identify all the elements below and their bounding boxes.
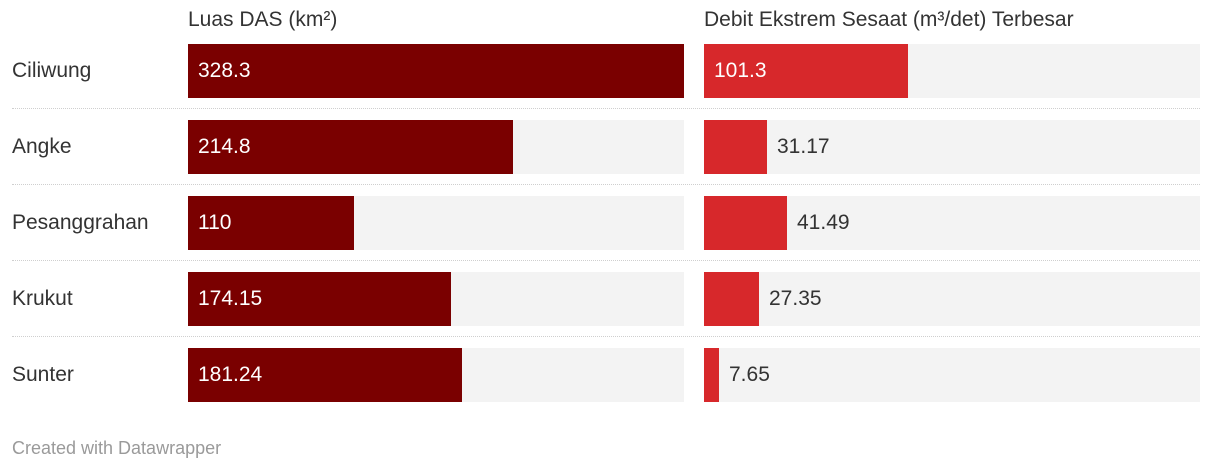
row-separator — [12, 108, 1200, 109]
value-label: 41.49 — [797, 211, 850, 234]
bar-track: 110 — [188, 196, 684, 250]
bar-track: 41.49 — [704, 196, 1200, 250]
column-header-1: Luas DAS (km²) — [188, 8, 338, 31]
bar-track: 7.65 — [704, 348, 1200, 402]
bar-track: 101.3 — [704, 44, 1200, 98]
bar-track: 181.24 — [188, 348, 684, 402]
row-label-ciliwung: Ciliwung — [12, 59, 92, 82]
bar-sunter-series-1 — [188, 348, 462, 402]
bar-angke-series-1 — [188, 120, 513, 174]
value-label: 27.35 — [769, 287, 822, 310]
bar-track: 31.17 — [704, 120, 1200, 174]
bar-track: 328.3 — [188, 44, 684, 98]
row-label-sunter: Sunter — [12, 363, 74, 386]
bar-pesanggrahan-series-1 — [188, 196, 354, 250]
bar-ciliwung-series-1 — [188, 44, 684, 98]
value-label: 328.3 — [198, 59, 251, 82]
bar-track: 174.15 — [188, 272, 684, 326]
bar-angke-series-2 — [704, 120, 767, 174]
row-separator — [12, 184, 1200, 185]
bar-ciliwung-series-2 — [704, 44, 908, 98]
footer-credit: Created with Datawrapper — [12, 438, 222, 458]
value-label: 181.24 — [198, 363, 263, 386]
row-separator — [12, 336, 1200, 337]
value-label: 174.15 — [198, 287, 263, 310]
value-label: 31.17 — [777, 135, 830, 158]
bar-sunter-series-2 — [704, 348, 719, 402]
row-label-angke: Angke — [12, 135, 72, 158]
value-label: 110 — [198, 211, 232, 234]
row-label-krukut: Krukut — [12, 287, 73, 310]
bar-krukut-series-2 — [704, 272, 759, 326]
row-separator — [12, 260, 1200, 261]
column-header-2: Debit Ekstrem Sesaat (m³/det) Terbesar — [704, 8, 1074, 31]
bar-track: 27.35 — [704, 272, 1200, 326]
value-label: 214.8 — [198, 135, 251, 158]
value-label: 7.65 — [729, 363, 770, 386]
value-label: 101.3 — [714, 59, 767, 82]
bar-pesanggrahan-series-2 — [704, 196, 787, 250]
bar-krukut-series-1 — [188, 272, 451, 326]
bar-track: 214.8 — [188, 120, 684, 174]
row-label-pesanggrahan: Pesanggrahan — [12, 211, 149, 234]
